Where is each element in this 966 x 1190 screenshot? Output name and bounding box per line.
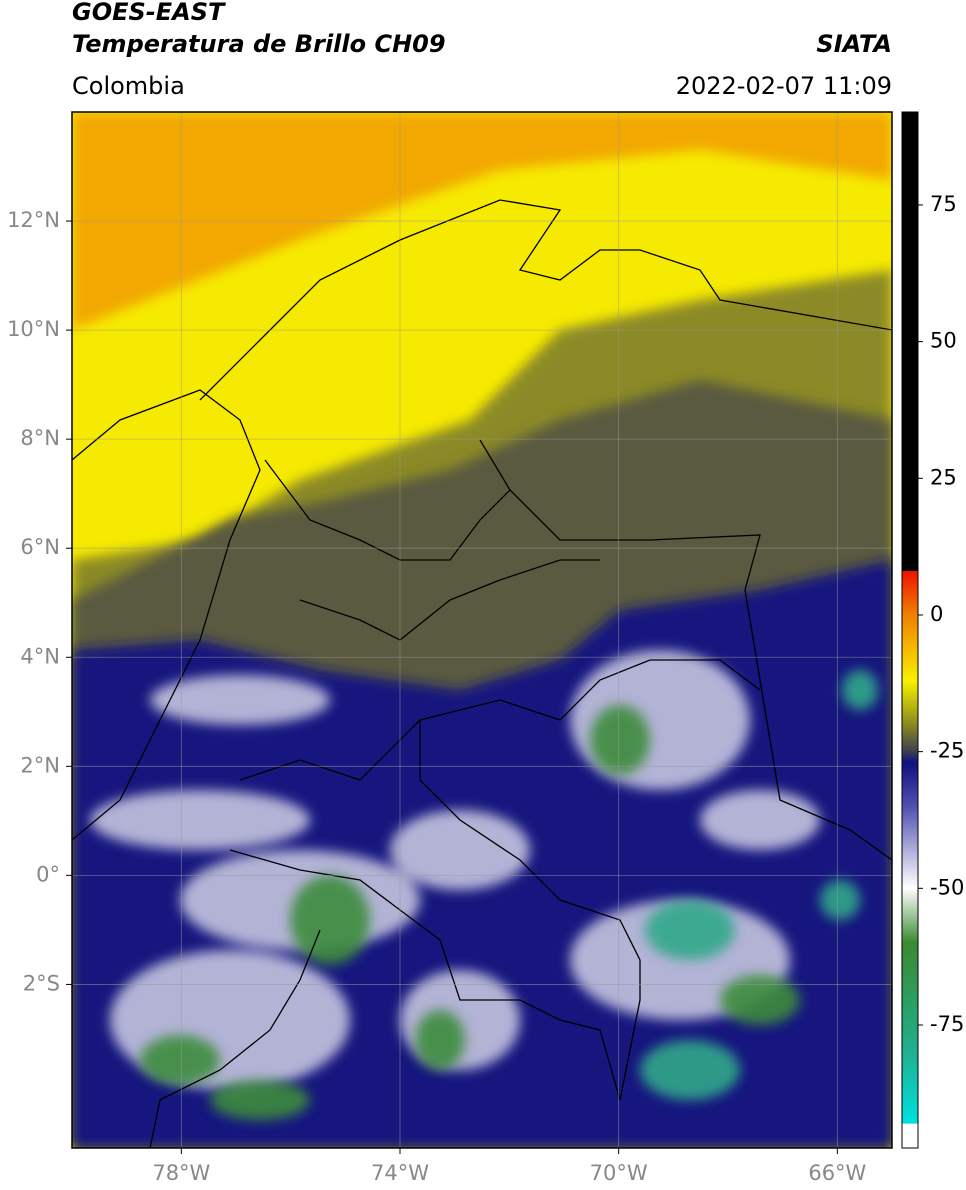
title: GOES-EAST [72,0,226,26]
y-tick-label: 12°N [7,208,60,232]
x-tick-label: 70°W [590,1161,648,1185]
colorbar-tick-label: -50 [930,875,964,899]
colorbar-tick-label: -25 [930,739,964,763]
y-tick-label: 8°N [20,426,60,450]
colorbar-tick-label: 50 [930,329,957,353]
colorbar [901,111,919,1149]
colorbar-tick-label: 0 [930,602,943,626]
y-tick-label: 10°N [7,317,60,341]
colorbar-tick-label: -75 [930,1012,964,1036]
y-tick-label: 4°N [20,644,60,668]
region: Colombia [72,72,185,100]
map-frame [71,111,893,1149]
y-tick-label: 6°N [20,535,60,559]
subtitle: Temperatura de Brillo CH09 [72,30,446,58]
y-tick-label: 2°N [20,753,60,777]
colorbar-tick-label: 75 [930,192,957,216]
grid [72,112,892,1148]
x-tick-label: 66°W [808,1161,866,1185]
satellite-image [72,112,892,1148]
datetime: 2022-02-07 11:09 [676,72,892,100]
source: SIATA [816,30,892,58]
y-tick-label: 2°S [23,971,60,995]
colorbar-tick-label: 25 [930,465,957,489]
x-tick-label: 78°W [152,1161,210,1185]
x-tick-label: 74°W [371,1161,429,1185]
y-tick-label: 0° [36,862,60,886]
